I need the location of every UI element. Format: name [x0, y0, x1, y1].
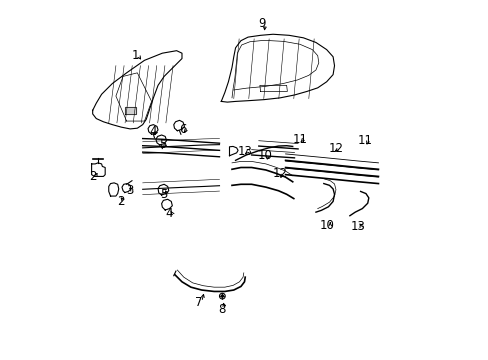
Polygon shape [124, 107, 135, 114]
Text: 4: 4 [149, 125, 157, 138]
Text: 7: 7 [195, 296, 202, 309]
Text: 13: 13 [350, 220, 365, 233]
Text: 10: 10 [257, 149, 272, 162]
Text: 13: 13 [237, 145, 252, 158]
Text: 3: 3 [125, 184, 133, 197]
Text: 6: 6 [179, 123, 186, 136]
Text: 4: 4 [165, 207, 173, 220]
Text: 1: 1 [132, 49, 139, 62]
Text: 11: 11 [357, 134, 372, 147]
Text: 10: 10 [319, 219, 334, 232]
Text: 11: 11 [292, 134, 307, 147]
Text: 5: 5 [160, 188, 167, 201]
Text: 12: 12 [328, 142, 344, 155]
Text: 9: 9 [258, 17, 265, 30]
Text: 5: 5 [158, 139, 166, 152]
Circle shape [221, 295, 223, 297]
Text: 12: 12 [272, 167, 287, 180]
Text: 2: 2 [89, 170, 96, 183]
Text: 2: 2 [117, 195, 125, 208]
Text: 8: 8 [218, 303, 225, 316]
